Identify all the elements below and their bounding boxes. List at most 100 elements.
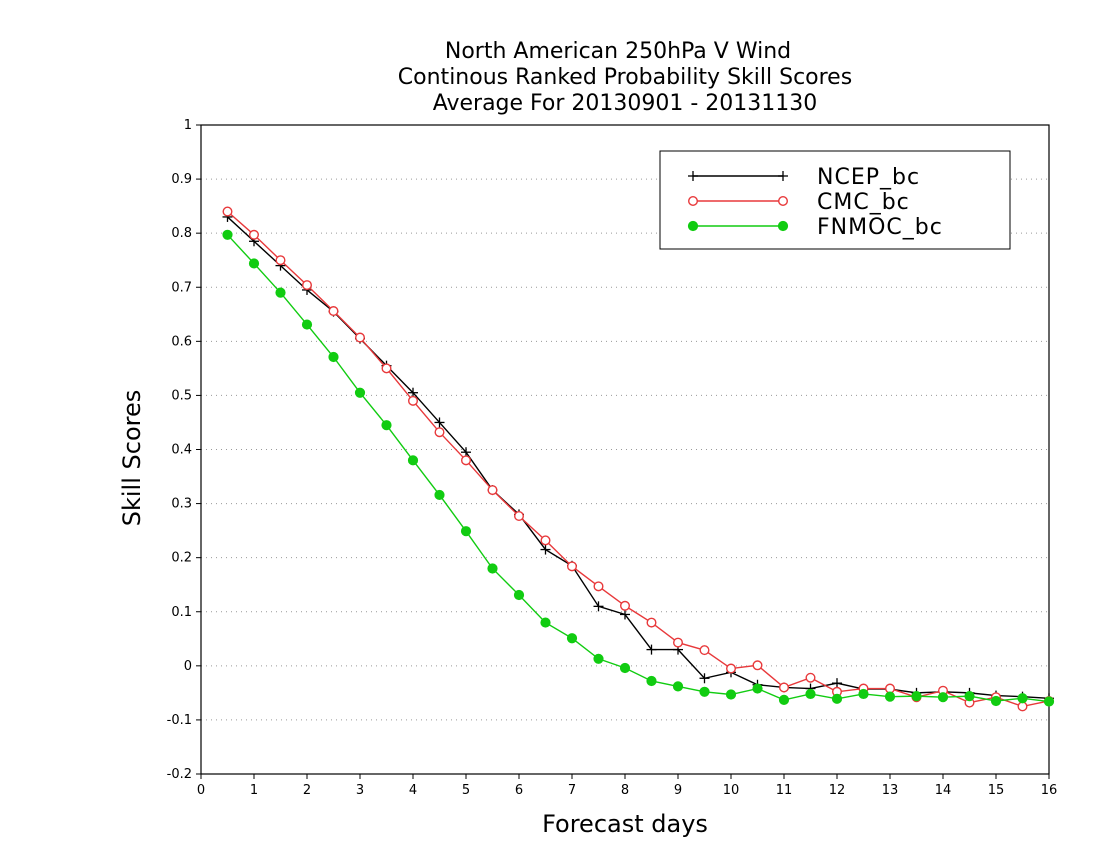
data-point-ncep-bc: [699, 673, 710, 684]
y-tick-label: 0.6: [171, 334, 192, 349]
data-point-cmc-bc: [567, 561, 578, 572]
data-point-fnmoc-bc: [990, 695, 1002, 707]
series-ncep-bc: [222, 211, 1054, 704]
data-point-cmc-bc: [408, 395, 419, 406]
data-point-fnmoc-bc: [354, 387, 366, 398]
data-point-fnmoc-bc: [566, 633, 578, 644]
y-tick-label: 0.4: [171, 443, 192, 458]
series-line-ncep-bc: [227, 216, 1050, 699]
x-tick-label: 4: [409, 783, 417, 798]
data-point-ncep-bc: [434, 417, 445, 428]
chart-title-line-3: Average For 20130901 - 20131130: [433, 91, 818, 116]
legend-marker-fnmoc-bc: [777, 220, 789, 232]
data-point-cmc-bc: [381, 363, 392, 374]
data-point-cmc-bc: [593, 581, 604, 592]
data-point-cmc-bc: [328, 306, 339, 317]
data-point-fnmoc-bc: [593, 653, 604, 664]
y-tick-label: 0: [184, 659, 192, 674]
data-point-cmc-bc: [514, 511, 525, 522]
data-point-fnmoc-bc: [540, 617, 551, 628]
legend-label-cmc-bc: CMC_bc: [817, 190, 910, 215]
data-point-fnmoc-bc: [407, 455, 419, 466]
x-tick-label: 2: [303, 783, 311, 798]
data-point-fnmoc-bc: [646, 675, 657, 687]
data-point-fnmoc-bc: [937, 692, 949, 703]
data-point-ncep-bc: [646, 644, 657, 655]
data-point-fnmoc-bc: [672, 681, 684, 692]
x-tick-label: 3: [356, 783, 364, 798]
data-point-fnmoc-bc: [884, 691, 896, 702]
data-point-cmc-bc: [779, 682, 790, 693]
legend-label-ncep-bc: NCEP_bc: [817, 165, 920, 190]
data-point-fnmoc-bc: [222, 229, 233, 240]
data-point-fnmoc-bc: [619, 662, 631, 674]
data-point-cmc-bc: [487, 485, 498, 496]
x-axis-label: Forecast days: [542, 810, 708, 838]
data-point-cmc-bc: [222, 206, 233, 217]
data-point-fnmoc-bc: [487, 563, 498, 574]
x-tick-label: 7: [568, 783, 576, 798]
series-group: [222, 206, 1055, 712]
y-tick-label: 1: [184, 118, 192, 133]
y-tick-label: 0.7: [171, 280, 192, 295]
data-point-cmc-bc: [885, 683, 896, 694]
y-tick-label: 0.2: [171, 551, 192, 566]
x-tick-label: 13: [882, 783, 899, 798]
gridlines: [201, 178, 1049, 721]
data-point-fnmoc-bc: [434, 489, 445, 501]
data-point-ncep-bc: [540, 544, 551, 555]
data-point-fnmoc-bc: [964, 691, 975, 702]
data-point-fnmoc-bc: [301, 319, 313, 330]
x-tick-label: 14: [935, 783, 952, 798]
data-point-cmc-bc: [699, 645, 710, 656]
x-tick-label: 12: [829, 783, 846, 798]
data-point-fnmoc-bc: [699, 686, 710, 697]
data-point-fnmoc-bc: [778, 694, 790, 706]
data-point-cmc-bc: [434, 427, 445, 438]
y-tick-label: 0.9: [171, 172, 192, 187]
y-tick-label: 0.5: [171, 388, 192, 403]
data-point-cmc-bc: [540, 535, 551, 546]
x-tick-label: 9: [674, 783, 682, 798]
y-tick-label: 0.8: [171, 226, 192, 241]
y-axis-label: Skill Scores: [118, 390, 146, 527]
y-tick-label: 0.3: [171, 497, 192, 512]
x-tick-label: 10: [723, 783, 740, 798]
data-point-fnmoc-bc: [858, 688, 869, 700]
data-point-cmc-bc: [1017, 701, 1028, 712]
data-point-cmc-bc: [248, 229, 259, 240]
chart-title-line-2: Continous Ranked Probability Skill Score…: [398, 65, 852, 90]
chart-title-line-1: North American 250hPa V Wind: [445, 39, 791, 64]
series-fnmoc-bc: [222, 229, 1055, 707]
legend-marker-ncep-bc: [778, 171, 788, 181]
data-point-cmc-bc: [275, 255, 286, 266]
x-tick-label: 0: [197, 783, 205, 798]
axis-ticks: 10.90.80.70.60.50.40.30.20.10-0.1-0.20 1 2…: [167, 118, 1058, 798]
data-point-fnmoc-bc: [248, 258, 260, 269]
data-point-cmc-bc: [620, 600, 631, 611]
data-point-fnmoc-bc: [805, 688, 816, 700]
data-point-fnmoc-bc: [328, 351, 339, 363]
data-point-fnmoc-bc: [1017, 693, 1028, 704]
x-tick-label: 16: [1041, 783, 1058, 798]
data-point-fnmoc-bc: [831, 693, 843, 704]
data-point-fnmoc-bc: [513, 589, 525, 601]
data-point-fnmoc-bc: [381, 420, 392, 431]
data-point-fnmoc-bc: [911, 691, 922, 702]
legend-marker-fnmoc-bc: [687, 220, 699, 232]
data-point-cmc-bc: [355, 332, 366, 343]
legend-box: [659, 150, 1011, 250]
legend-label-fnmoc-bc: FNMOC_bc: [817, 215, 943, 240]
data-point-cmc-bc: [646, 617, 657, 628]
x-tick-label: 6: [515, 783, 523, 798]
x-tick-label: 8: [621, 783, 629, 798]
data-point-ncep-bc: [832, 678, 842, 689]
data-point-ncep-bc: [620, 609, 630, 620]
data-point-fnmoc-bc: [1043, 696, 1055, 707]
data-point-cmc-bc: [805, 672, 816, 683]
data-point-fnmoc-bc: [275, 287, 286, 298]
data-point-cmc-bc: [302, 280, 313, 291]
x-tick-label: 5: [462, 783, 470, 798]
y-tick-label: -0.2: [167, 767, 192, 782]
